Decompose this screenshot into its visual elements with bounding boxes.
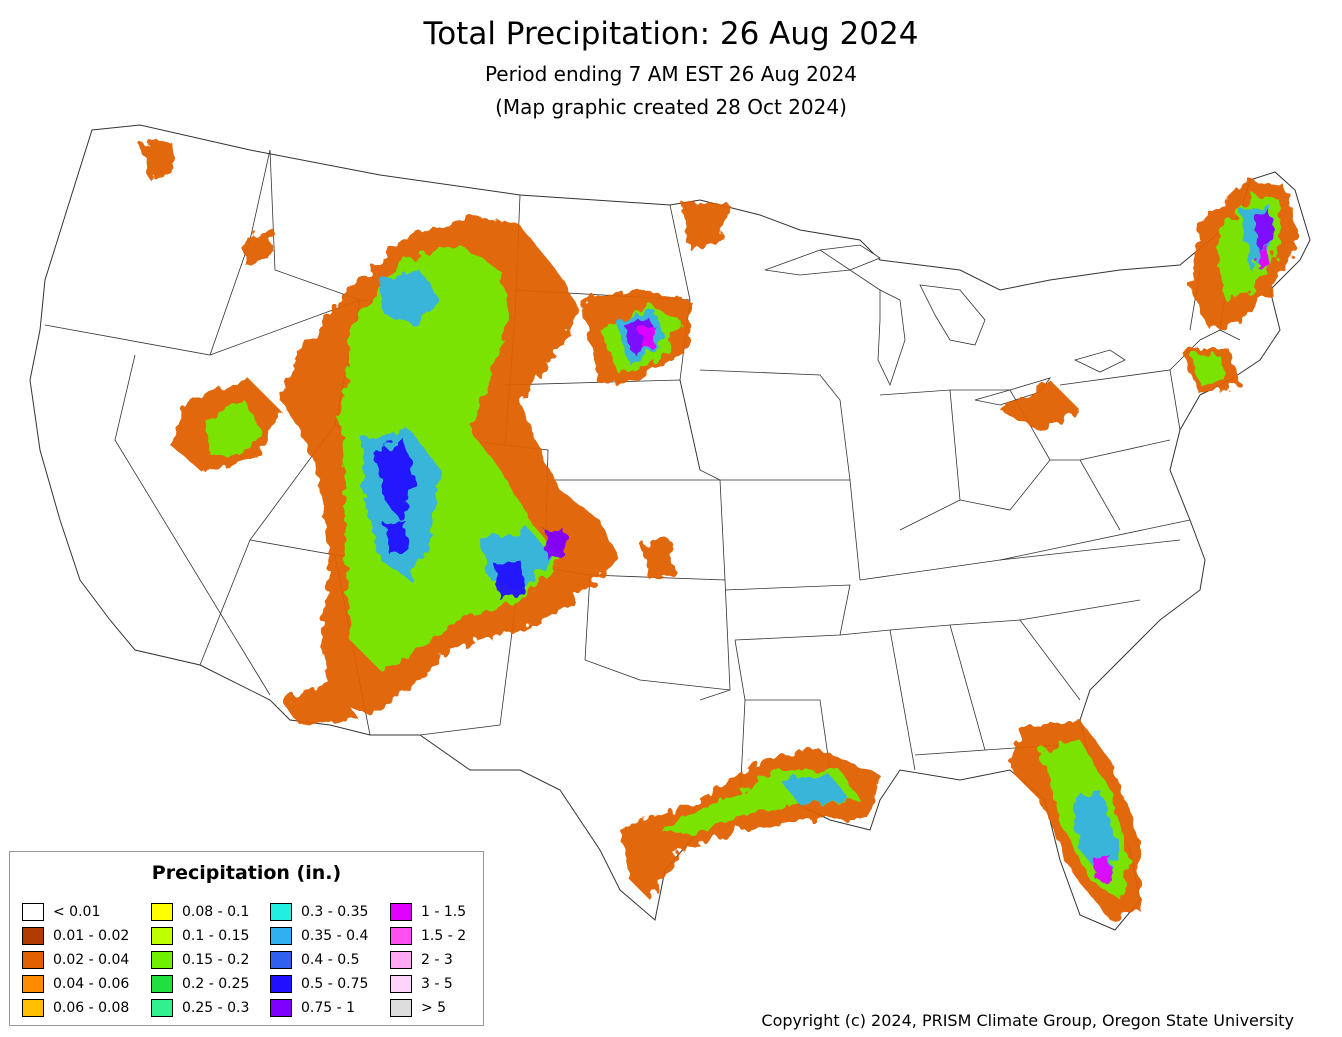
legend-title: Precipitation (in.) xyxy=(151,862,342,884)
legend-item: 1.5 - 2 xyxy=(390,926,466,946)
precipitation-areas xyxy=(140,140,1300,920)
legend-swatch xyxy=(151,975,173,993)
legend-swatch xyxy=(151,927,173,945)
legend-item: 0.15 - 0.2 xyxy=(151,950,249,970)
legend-swatch xyxy=(390,975,412,993)
legend-label: 0.15 - 0.2 xyxy=(182,952,250,968)
legend-item: 3 - 5 xyxy=(390,974,453,994)
legend-item: 1 - 1.5 xyxy=(390,902,466,922)
legend-swatch xyxy=(270,951,292,969)
legend-swatch xyxy=(151,999,173,1017)
legend-item: > 5 xyxy=(390,998,446,1018)
legend-swatch xyxy=(390,999,412,1017)
legend-label: 0.35 - 0.4 xyxy=(301,928,369,944)
legend-item: 0.3 - 0.35 xyxy=(270,902,368,922)
legend-item: 0.1 - 0.15 xyxy=(151,926,249,946)
legend-label: > 5 xyxy=(421,1000,447,1016)
legend-label: 2 - 3 xyxy=(421,952,453,968)
legend-label: 0.08 - 0.1 xyxy=(182,904,250,920)
legend-label: 0.25 - 0.3 xyxy=(182,1000,250,1016)
legend-label: 0.06 - 0.08 xyxy=(53,1000,130,1016)
legend-label: 0.1 - 0.15 xyxy=(182,928,250,944)
legend-box: Precipitation (in.) < 0.01 0.01 - 0.02 0.0… xyxy=(9,851,484,1026)
legend-item: 0.25 - 0.3 xyxy=(151,998,249,1018)
legend-swatch xyxy=(22,927,44,945)
copyright-text: Copyright (c) 2024, PRISM Climate Group,… xyxy=(761,1011,1294,1030)
legend-item: 0.04 - 0.06 xyxy=(22,974,129,994)
legend-item: 0.01 - 0.02 xyxy=(22,926,129,946)
legend-label: 1.5 - 2 xyxy=(421,928,467,944)
legend-swatch xyxy=(270,975,292,993)
legend-label: 0.02 - 0.04 xyxy=(53,952,130,968)
legend-item: 0.75 - 1 xyxy=(270,998,355,1018)
legend-label: < 0.01 xyxy=(53,904,101,920)
legend-item: 0.5 - 0.75 xyxy=(270,974,368,994)
legend-item: 0.35 - 0.4 xyxy=(270,926,368,946)
legend-swatch xyxy=(390,951,412,969)
map-subtitle-period: Period ending 7 AM EST 26 Aug 2024 xyxy=(484,62,858,86)
legend-item: 0.02 - 0.04 xyxy=(22,950,129,970)
legend-swatch xyxy=(22,975,44,993)
legend-label: 0.5 - 0.75 xyxy=(301,976,369,992)
legend-label: 3 - 5 xyxy=(421,976,453,992)
legend-swatch xyxy=(390,903,412,921)
legend-item: 0.4 - 0.5 xyxy=(270,950,359,970)
legend-label: 0.04 - 0.06 xyxy=(53,976,130,992)
legend-swatch xyxy=(270,903,292,921)
great-lakes xyxy=(764,244,1126,406)
legend-label: 0.3 - 0.35 xyxy=(301,904,369,920)
legend-label: 0.75 - 1 xyxy=(301,1000,356,1016)
map-title: Total Precipitation: 26 Aug 2024 xyxy=(423,16,919,52)
legend-label: 0.4 - 0.5 xyxy=(301,952,360,968)
legend-swatch xyxy=(270,927,292,945)
legend-item: 0.06 - 0.08 xyxy=(22,998,129,1018)
legend-item: < 0.01 xyxy=(22,902,100,922)
legend-item: 2 - 3 xyxy=(390,950,453,970)
legend-swatch xyxy=(22,951,44,969)
legend-label: 1 - 1.5 xyxy=(421,904,467,920)
legend-swatch xyxy=(22,903,44,921)
legend-swatch xyxy=(270,999,292,1017)
legend-item: 0.2 - 0.25 xyxy=(151,974,249,994)
legend-label: 0.01 - 0.02 xyxy=(53,928,130,944)
legend-swatch xyxy=(151,951,173,969)
legend-swatch xyxy=(22,999,44,1017)
legend-item: 0.08 - 0.1 xyxy=(151,902,249,922)
legend-label: 0.2 - 0.25 xyxy=(182,976,250,992)
legend-swatch xyxy=(390,927,412,945)
legend-swatch xyxy=(151,903,173,921)
map-subtitle-created: (Map graphic created 28 Oct 2024) xyxy=(495,95,847,119)
